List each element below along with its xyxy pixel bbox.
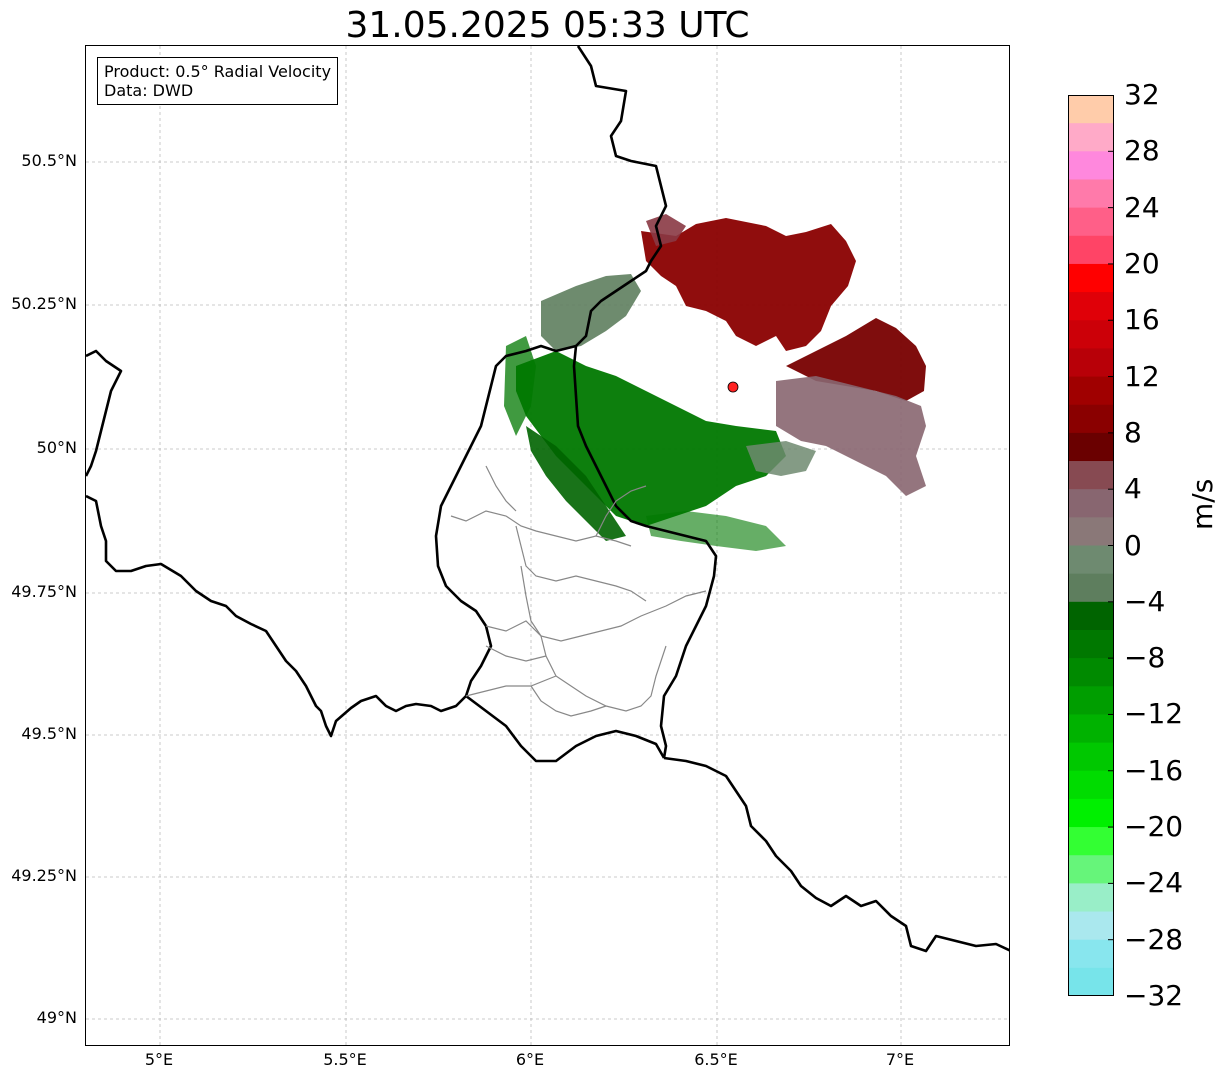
lat-tick-label: 50°N — [36, 438, 77, 457]
echo-receding-north-edge — [646, 214, 686, 246]
lat-tick-label: 49°N — [36, 1008, 77, 1027]
echo-approaching-southwest — [526, 426, 626, 541]
map-canvas — [86, 46, 1009, 1045]
colorbar-tick-label: −12 — [1124, 697, 1184, 731]
colorbar-segment — [1068, 967, 1114, 996]
lat-tick-label: 50.25°N — [11, 294, 77, 313]
colorbar-unit-label: m/s — [1186, 478, 1219, 530]
border-france-germany — [663, 756, 1009, 953]
colorbar-tick-label: −4 — [1124, 584, 1166, 618]
colorbar-tick-label: 12 — [1124, 359, 1160, 393]
colorbar-segment — [1068, 658, 1114, 687]
product-label: Product: 0.5° Radial Velocity — [104, 62, 332, 81]
colorbar-tick-label: −32 — [1124, 979, 1184, 1012]
colorbar-segment — [1068, 432, 1114, 462]
echo-approaching-west-sparse — [504, 336, 536, 436]
radar-velocity-echoes — [504, 214, 926, 551]
colorbar-segment — [1068, 939, 1114, 969]
lat-tick-label: 49.5°N — [21, 724, 77, 743]
colorbar-tick-label: 32 — [1124, 78, 1160, 111]
border-luxembourg-france — [465, 694, 666, 763]
colorbar-tick-label: −20 — [1124, 810, 1184, 844]
colorbar-segment — [1068, 517, 1114, 547]
colorbar-segment — [1068, 179, 1114, 209]
border-west — [86, 349, 123, 477]
lon-tick-label: 5.5°E — [323, 1050, 367, 1069]
colorbar-segment — [1068, 207, 1114, 237]
colorbar-segment — [1068, 827, 1114, 856]
colorbar-tick-label: −24 — [1124, 866, 1184, 900]
colorbar-segment — [1068, 151, 1114, 181]
district-boundaries — [450, 465, 707, 717]
colorbar-segment — [1068, 376, 1114, 406]
colorbar-segment — [1068, 629, 1114, 659]
echo-approaching-west — [516, 351, 786, 526]
colorbar-segment — [1068, 573, 1114, 603]
country-borders — [86, 46, 1009, 953]
colorbar-tick-label: 16 — [1124, 303, 1160, 337]
colorbar-segment — [1068, 320, 1114, 350]
colorbar-tick-label: 20 — [1124, 246, 1160, 280]
lat-tick-label: 50.5°N — [21, 151, 77, 170]
border-luxembourg-belgium — [86, 344, 577, 738]
lat-tick-label: 49.25°N — [11, 866, 77, 885]
product-info-box: Product: 0.5° Radial Velocity Data: DWD — [97, 57, 339, 105]
gridlines — [86, 46, 1009, 1045]
colorbar-segment — [1068, 348, 1114, 378]
echo-approaching-south-sparse — [646, 511, 786, 551]
velocity-colorbar — [1068, 95, 1114, 996]
colorbar-segment — [1068, 601, 1114, 631]
radar-site-marker — [727, 381, 739, 393]
lon-tick-label: 6.5°E — [694, 1050, 738, 1069]
colorbar-segment — [1068, 95, 1114, 124]
lon-tick-label: 7°E — [885, 1050, 915, 1069]
lon-tick-label: 5°E — [144, 1050, 174, 1069]
colorbar-segment — [1068, 489, 1114, 518]
map-area[interactable] — [85, 45, 1010, 1046]
colorbar-tick-label: 0 — [1124, 528, 1142, 562]
colorbar-tick-label: 24 — [1124, 190, 1160, 224]
colorbar-segment — [1068, 714, 1114, 744]
map-title: 31.05.2025 05:33 UTC — [345, 5, 750, 46]
colorbar-segment — [1068, 292, 1114, 321]
colorbar-segment — [1068, 911, 1114, 941]
colorbar-segment — [1068, 686, 1114, 716]
colorbar-tick-label: −28 — [1124, 922, 1184, 956]
colorbar-segment — [1068, 123, 1114, 152]
echo-mixed-weak — [746, 441, 816, 476]
lon-tick-label: 6°E — [515, 1050, 545, 1069]
lat-tick-label: 49.75°N — [11, 582, 77, 601]
colorbar-segment — [1068, 770, 1114, 800]
colorbar-segment — [1068, 883, 1114, 913]
colorbar-tick-label: −8 — [1124, 641, 1166, 675]
colorbar-segment — [1068, 798, 1114, 828]
border-belgium-germany — [572, 46, 718, 759]
colorbar-tick-label: 28 — [1124, 134, 1160, 168]
colorbar-segment — [1068, 461, 1114, 490]
colorbar-segment — [1068, 742, 1114, 772]
colorbar-segment — [1068, 855, 1114, 884]
colorbar-tick-label: −16 — [1124, 753, 1184, 787]
colorbar-segment — [1068, 263, 1114, 293]
colorbar-tick-label: 4 — [1124, 472, 1142, 506]
colorbar-tick-label: 8 — [1124, 415, 1142, 449]
colorbar-segment — [1068, 404, 1114, 434]
colorbar-segment — [1068, 235, 1114, 265]
colorbar-segment — [1068, 545, 1114, 575]
echo-receding-north — [641, 218, 856, 351]
echo-receding-weak — [776, 376, 926, 496]
data-source-label: Data: DWD — [104, 81, 194, 100]
